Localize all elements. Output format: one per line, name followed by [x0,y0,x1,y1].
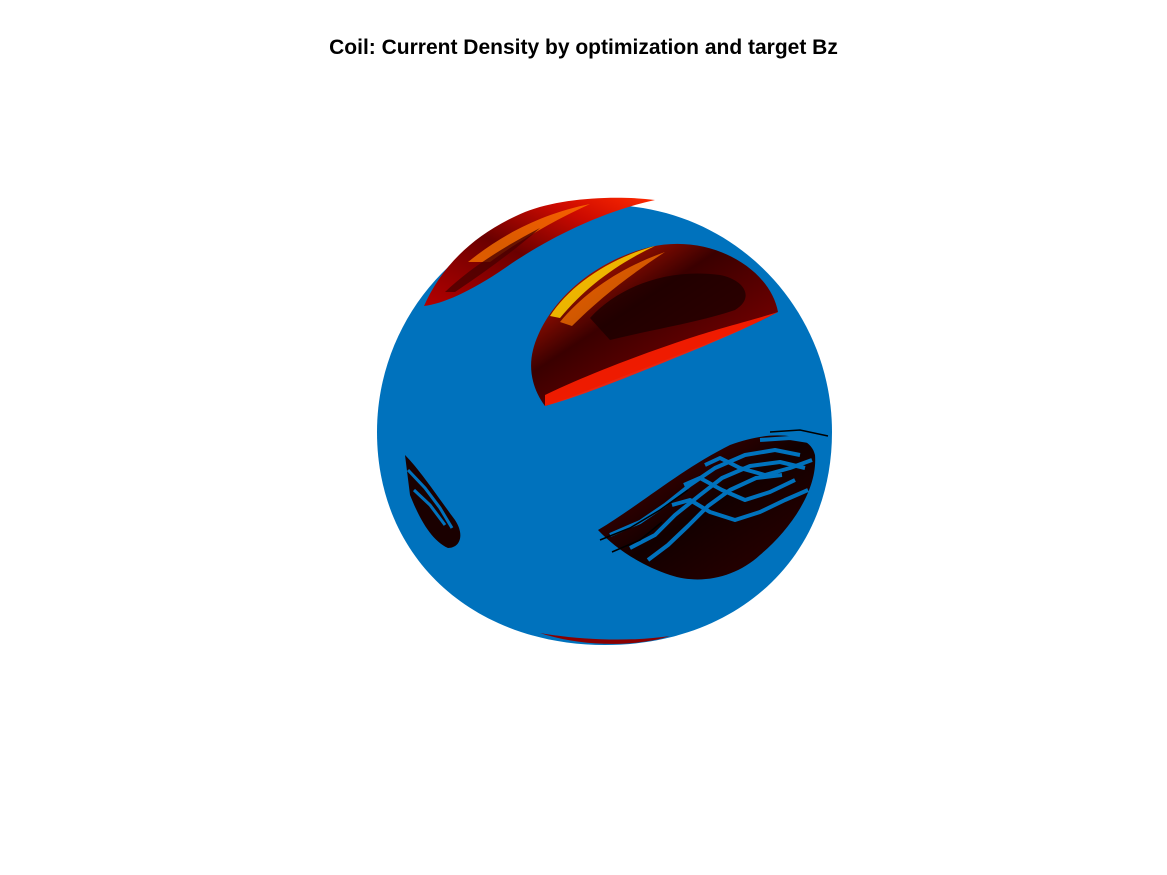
current-density-patch-bottom-rim [540,633,670,644]
sphere-base [377,205,832,645]
current-density-patch-top-left [424,197,655,306]
current-density-patch-top-left-dark [445,228,540,292]
current-density-patch-left-edge [405,455,461,548]
current-density-patch-upper-center-orange [560,252,665,326]
chart-title: Coil: Current Density by optimization an… [329,36,838,59]
current-density-patch-upper-center-edge [545,312,778,406]
contour-lines-left-edge [406,468,454,529]
contour-lines-lower-right-dark [599,429,829,553]
current-density-patch-upper-center-yellow-rim [550,246,655,318]
current-density-patch-upper-center-core [590,273,746,340]
current-density-patch-top-left-highlight [468,204,590,262]
